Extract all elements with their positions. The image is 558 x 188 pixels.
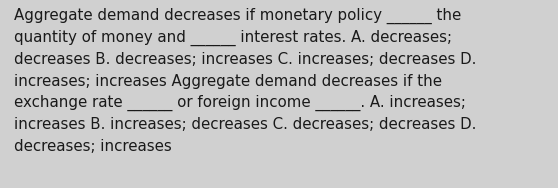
Text: Aggregate demand decreases if monetary policy ______ the
quantity of money and _: Aggregate demand decreases if monetary p…	[14, 8, 477, 154]
